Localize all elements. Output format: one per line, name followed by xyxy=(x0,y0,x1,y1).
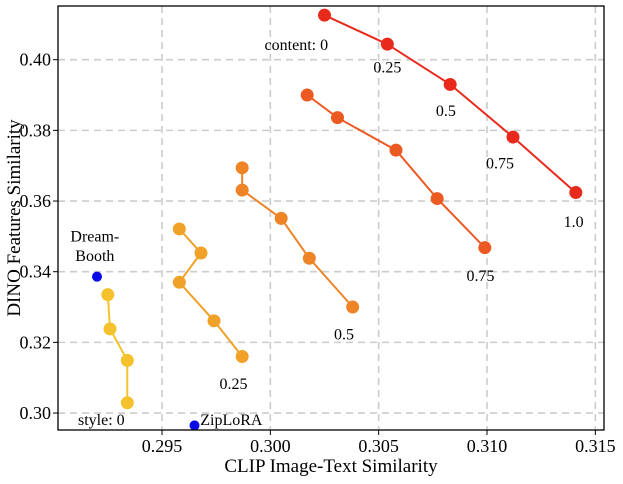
annotation-label: 0.75 xyxy=(486,156,514,173)
baseline-point-dreambooth xyxy=(92,271,102,282)
x-tick-label: 0.310 xyxy=(467,436,508,456)
data-point xyxy=(430,192,444,206)
data-point xyxy=(274,211,288,225)
data-point xyxy=(235,183,249,197)
annotation-label: Booth xyxy=(75,248,114,265)
annotation-label: 1.0 xyxy=(564,214,584,231)
y-axis-title: DINO Features Similarity xyxy=(4,119,25,317)
series-layer xyxy=(101,8,583,410)
data-point xyxy=(478,241,492,255)
grid xyxy=(58,6,604,430)
data-point xyxy=(443,77,457,91)
data-point xyxy=(235,350,249,364)
data-point xyxy=(103,322,117,336)
data-point xyxy=(389,143,403,157)
y-tick-label: 0.32 xyxy=(20,332,52,352)
annotation-label: 0.5 xyxy=(436,103,456,120)
tick-layer: 0.295 0.300 0.305 0.310 0.315 0.30 0.32 0.34 0.3… xyxy=(20,50,616,456)
data-point xyxy=(235,161,249,175)
data-point xyxy=(207,314,221,328)
annotation-label: 0.75 xyxy=(467,268,495,285)
y-tick-label: 0.38 xyxy=(20,120,52,140)
x-tick-label: 0.295 xyxy=(142,436,183,456)
annotation-label: Dream- xyxy=(70,228,119,245)
data-point xyxy=(346,300,360,314)
data-point xyxy=(318,8,331,22)
y-tick-label: 0.36 xyxy=(20,191,52,211)
baseline-point-ziplora xyxy=(189,420,200,431)
y-tick-label: 0.34 xyxy=(20,262,52,282)
data-point xyxy=(506,130,520,144)
y-tick-label: 0.40 xyxy=(20,50,52,70)
annotation-label: content: 0 xyxy=(265,37,329,54)
series-line-curve-3 xyxy=(241,167,354,308)
data-point xyxy=(331,111,344,125)
x-tick-label: 0.300 xyxy=(250,436,291,456)
annotation-label: 0.25 xyxy=(220,376,248,393)
annotation-layer: content: 0 0.25 0.5 0.75 1.0 0.75 0.5 0.25 style… xyxy=(70,37,583,429)
annotation-label: ZipLoRA xyxy=(200,412,263,429)
x-axis-title: CLIP Image-Text Similarity xyxy=(224,456,438,477)
baseline-layer xyxy=(92,271,200,431)
annotation-label: style: 0 xyxy=(78,412,125,429)
x-tick-label: 0.315 xyxy=(575,436,616,456)
data-point xyxy=(300,88,314,102)
data-point xyxy=(194,246,208,260)
plot-frame xyxy=(57,5,605,431)
series-line-curve-2 xyxy=(178,228,243,358)
x-tick-label: 0.305 xyxy=(358,436,399,456)
data-point xyxy=(172,275,186,289)
data-point xyxy=(302,251,316,265)
data-point xyxy=(120,353,134,367)
annotation-label: 0.5 xyxy=(334,327,354,344)
data-point xyxy=(172,222,186,236)
series-line-curve-1 xyxy=(106,294,129,403)
data-point xyxy=(569,186,583,200)
data-point xyxy=(380,37,394,51)
annotation-label: 0.25 xyxy=(373,59,401,76)
y-tick-label: 0.30 xyxy=(20,403,52,423)
data-point xyxy=(120,396,134,410)
data-point xyxy=(101,288,115,302)
